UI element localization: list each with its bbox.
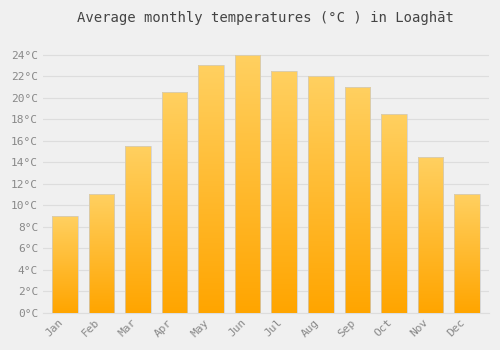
Bar <box>198 65 224 313</box>
Bar <box>88 194 114 313</box>
Bar <box>52 216 78 313</box>
Bar <box>235 55 260 313</box>
Bar <box>454 194 480 313</box>
Bar <box>125 146 151 313</box>
Bar <box>381 114 406 313</box>
Bar <box>162 92 188 313</box>
Bar <box>272 71 297 313</box>
Bar <box>308 76 334 313</box>
Bar <box>344 87 370 313</box>
Bar <box>418 157 443 313</box>
Title: Average monthly temperatures (°C ) in Loaghāt: Average monthly temperatures (°C ) in Lo… <box>78 11 454 25</box>
